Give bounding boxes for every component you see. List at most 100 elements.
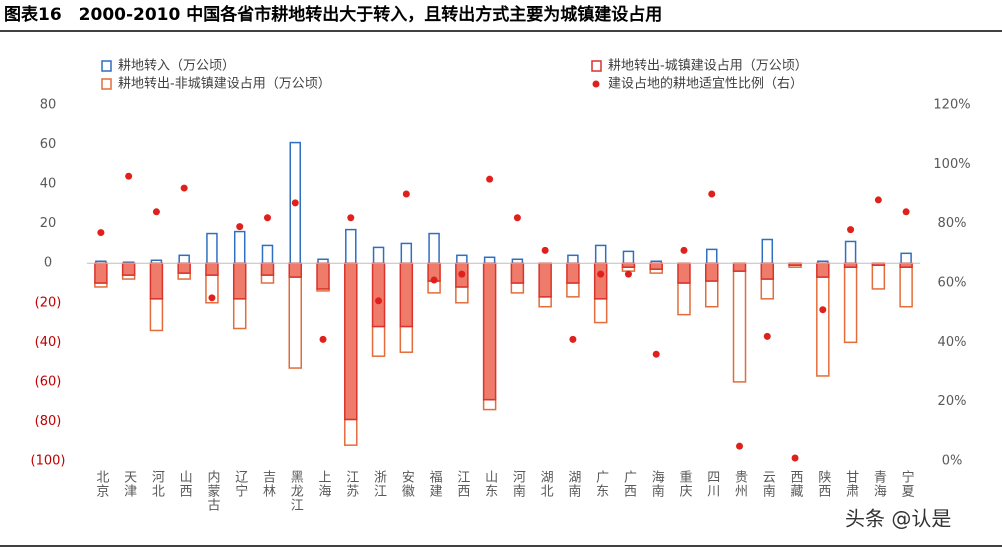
ratio-dot: [874, 196, 882, 204]
ratio-dot: [208, 294, 216, 302]
bar-nonurban: [510, 282, 525, 294]
x-tick-label: 贵州: [732, 470, 748, 498]
y2-tick-label: 20%: [938, 394, 967, 409]
y-tick-label: 60: [40, 137, 57, 152]
bar-nonurban: [149, 298, 164, 332]
watermark: 头条 @认是: [845, 507, 951, 531]
bar-urban: [205, 262, 219, 276]
ratio-dot: [486, 175, 494, 183]
ratio-dot: [402, 190, 410, 198]
bar-transfer-in: [900, 252, 912, 264]
x-tick-label: 山西: [177, 470, 193, 498]
legend-label: 耕地转出-城镇建设占用（万公顷）: [608, 58, 808, 74]
bar-transfer-in: [594, 244, 607, 264]
ratio-dot: [652, 350, 660, 358]
y2-tick-label: 0%: [942, 454, 963, 469]
bar-urban: [816, 262, 830, 278]
bar-urban: [399, 262, 414, 328]
ratio-dot: [624, 270, 632, 278]
ratio-dot: [236, 223, 244, 231]
x-tick-label: 山东: [482, 470, 498, 498]
bar-urban: [760, 262, 775, 280]
bar-transfer-in: [178, 254, 190, 264]
bar-nonurban: [371, 325, 386, 357]
x-tick-label: 青海: [871, 470, 887, 498]
bar-urban: [732, 262, 747, 272]
y2-tick-label: 60%: [938, 276, 967, 291]
bar-nonurban: [899, 266, 913, 308]
bar-urban: [566, 262, 580, 284]
bar-urban: [482, 262, 497, 401]
legend-label: 建设占地的耕地适宜性比例（右）: [608, 76, 803, 92]
bar-nonurban: [705, 280, 719, 308]
bar-nonurban: [482, 398, 497, 411]
bar-transfer-in: [233, 230, 246, 264]
bar-urban: [677, 262, 691, 284]
bar-transfer-in: [456, 254, 468, 264]
x-tick-label: 宁夏: [899, 469, 915, 498]
y2-tick-label: 100%: [933, 157, 970, 172]
x-tick-label: 西藏: [788, 470, 804, 498]
x-tick-label: 福建: [427, 470, 443, 498]
x-tick-label: 安徽: [399, 470, 415, 498]
ratio-dot: [541, 246, 549, 254]
bar-urban: [121, 262, 136, 276]
ratio-dot: [152, 208, 160, 216]
ratio-dot: [763, 332, 771, 340]
bar-urban: [149, 262, 164, 300]
y-tick-label: (40): [35, 335, 62, 350]
bar-urban: [371, 262, 386, 328]
x-tick-label: 陕西: [815, 470, 831, 498]
x-tick-label: 广东: [593, 470, 609, 498]
legend-swatch: [591, 60, 602, 72]
bar-nonurban: [677, 282, 691, 316]
bar-transfer-in: [428, 232, 440, 264]
y-tick-label: (100): [31, 454, 66, 469]
bar-nonurban: [593, 298, 608, 324]
x-tick-label: 天津: [121, 470, 137, 498]
y-tick-label: 40: [40, 177, 57, 192]
bar-urban: [344, 262, 358, 421]
ratio-dot: [791, 454, 799, 462]
x-tick-label: 四川: [704, 470, 720, 498]
bar-nonurban: [566, 282, 580, 298]
bar-transfer-in: [622, 250, 635, 264]
y2-tick-label: 120%: [933, 98, 970, 113]
x-tick-label: 上海: [316, 470, 332, 498]
bar-transfer-in: [567, 254, 579, 264]
bar-transfer-in: [372, 246, 385, 264]
x-tick-label: 江西: [454, 470, 470, 498]
bar-urban: [177, 262, 191, 274]
legend-label: 耕地转入（万公顷）: [118, 58, 235, 74]
x-tick-label: 河北: [149, 470, 165, 498]
ratio-dot: [569, 335, 577, 343]
chart-title: 图表16 2000-2010 中国各省市耕地转出大于转入，且转出方式主要为城镇建…: [4, 4, 662, 25]
bar-transfer-in: [261, 244, 274, 264]
bar-urban: [538, 262, 552, 298]
bar-transfer-in: [844, 240, 857, 264]
x-tick-label: 河南: [510, 470, 526, 498]
x-tick-label: 甘肃: [843, 470, 859, 498]
y-tick-label: (20): [35, 295, 62, 310]
ratio-dot: [347, 214, 355, 222]
bar-transfer-in: [400, 242, 413, 264]
x-tick-label: 内蒙古: [204, 469, 220, 512]
ratio-dot: [319, 335, 327, 343]
bar-urban: [94, 262, 108, 284]
bar-urban: [621, 262, 636, 268]
x-tick-label: 湖北: [538, 470, 554, 498]
ratio-dot: [291, 199, 299, 207]
y-tick-label: (80): [35, 414, 62, 429]
bar-transfer-in: [761, 238, 774, 264]
ratio-dot: [458, 270, 466, 278]
x-tick-label: 海南: [649, 470, 665, 498]
ratio-dot: [263, 214, 271, 222]
ratio-dot: [847, 226, 855, 234]
x-tick-label: 辽宁: [232, 470, 248, 498]
ratio-dot: [902, 208, 910, 216]
bar-nonurban: [816, 276, 830, 377]
bar-nonurban: [344, 418, 358, 446]
ratio-dot: [736, 442, 744, 450]
ratio-dot: [708, 190, 716, 198]
